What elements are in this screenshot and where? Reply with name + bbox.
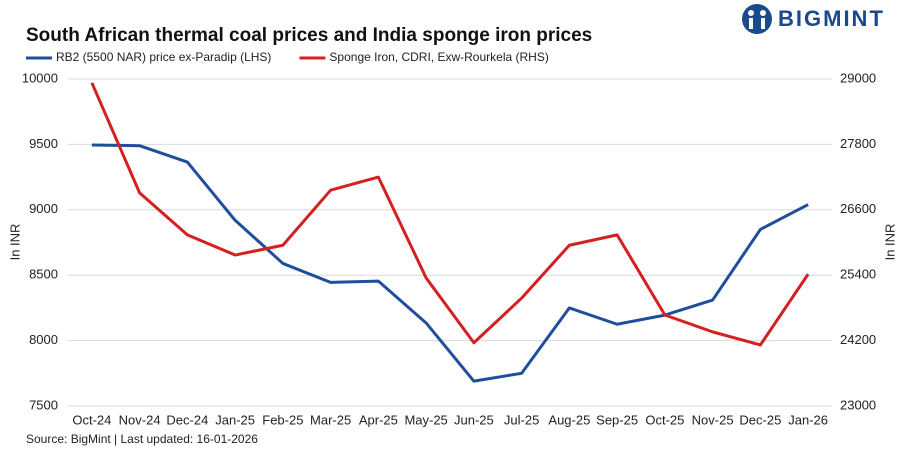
x-tick-label: Mar-25	[310, 412, 351, 427]
x-tick-label: Jan-26	[788, 412, 828, 427]
y-tick-label: 10000	[22, 70, 58, 85]
chart-title: South African thermal coal prices and In…	[26, 25, 592, 46]
logo-icon	[748, 10, 754, 16]
y-tick-label: 8500	[29, 267, 58, 282]
legend-label: RB2 (5500 NAR) price ex-Paradip (LHS)	[56, 50, 271, 64]
x-tick-label: Jan-25	[215, 412, 255, 427]
logo-icon	[749, 18, 753, 29]
y-axis-label: In INR	[7, 224, 22, 261]
logo-icon	[742, 4, 772, 34]
x-tick-label: Feb-25	[262, 412, 303, 427]
y2-tick-label: 29000	[840, 70, 876, 85]
x-tick-label: Dec-24	[166, 412, 208, 427]
logo-icon	[761, 18, 765, 29]
y2-tick-label: 25400	[840, 267, 876, 282]
x-tick-label: Nov-24	[119, 412, 161, 427]
x-tick-label: May-25	[404, 412, 447, 427]
y2-tick-label: 24200	[840, 332, 876, 347]
y-tick-label: 8000	[29, 332, 58, 347]
y2-axis-label: In INR	[882, 224, 897, 261]
y2-tick-label: 23000	[840, 397, 876, 412]
x-tick-label: Apr-25	[359, 412, 398, 427]
x-tick-label: Aug-25	[548, 412, 590, 427]
y-tick-label: 7500	[29, 397, 58, 412]
x-tick-label: Nov-25	[692, 412, 734, 427]
x-tick-label: Sep-25	[596, 412, 638, 427]
series-line	[91, 143, 809, 383]
brand: BIGMINT	[778, 6, 885, 31]
y2-tick-label: 27800	[840, 136, 876, 151]
series-line	[90, 82, 810, 347]
y2-tick-label: 26600	[840, 201, 876, 216]
y-tick-label: 9500	[29, 136, 58, 151]
x-tick-label: Jun-25	[454, 412, 494, 427]
logo-icon	[760, 10, 766, 16]
x-tick-label: Jul-25	[504, 412, 539, 427]
x-tick-label: Oct-24	[72, 412, 111, 427]
logo: BIGMINT	[742, 4, 885, 34]
legend-label: Sponge Iron, CDRI, Exw-Rourkela (RHS)	[329, 50, 548, 64]
source: Source: BigMint | Last updated: 16-01-20…	[26, 432, 258, 446]
x-tick-label: Dec-25	[739, 412, 781, 427]
y-tick-label: 9000	[29, 201, 58, 216]
x-tick-label: Oct-25	[645, 412, 684, 427]
